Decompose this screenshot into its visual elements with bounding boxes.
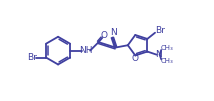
Text: O: O <box>100 32 107 41</box>
Text: O: O <box>131 54 138 63</box>
Text: Br: Br <box>27 53 37 62</box>
Text: CH₃: CH₃ <box>161 45 174 52</box>
Text: NH: NH <box>79 46 92 55</box>
Text: N: N <box>156 50 162 59</box>
Text: Br: Br <box>155 26 165 35</box>
Text: CH₃: CH₃ <box>161 58 174 64</box>
Text: N: N <box>110 28 117 37</box>
